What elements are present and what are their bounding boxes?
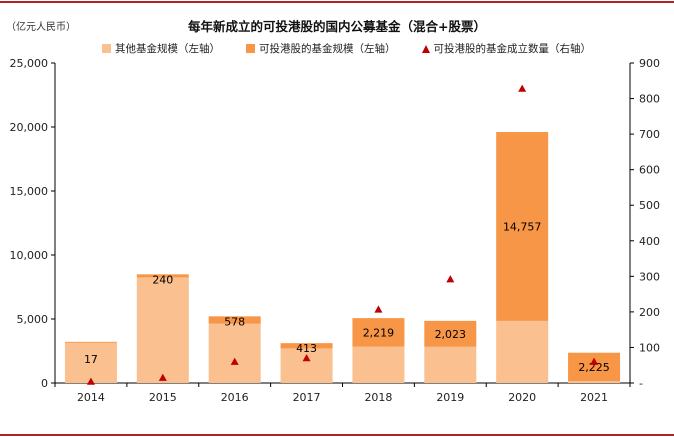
data-label-hk-funds: 240 [152,273,173,286]
bar-hk-funds [424,320,477,347]
scatter-point-fund-count [302,354,311,362]
x-tick-label: 2016 [221,391,249,404]
data-label-hk-funds: 2,219 [363,326,395,339]
legend-item-other-funds: 其他基金规模（左轴） [102,41,220,56]
data-label-hk-funds: 2,023 [435,328,467,341]
bar-hk-funds [280,343,333,349]
bar-hk-funds [208,316,261,324]
legend-label-hk-funds: 可投港股的基金规模（左轴） [259,43,396,55]
left-tick-label: 15,000 [10,185,49,198]
x-tick-label: 2017 [293,391,321,404]
x-tick-label: 2020 [508,391,536,404]
legend-triangle-icon [421,44,430,53]
scatter-point-fund-count [158,373,167,381]
scatter-point-fund-count [374,305,383,313]
bar-other-funds [352,346,405,383]
data-label-hk-funds: 17 [84,353,98,366]
right-tick-label: 800 [639,93,660,106]
legend-item-hk-funds: 可投港股的基金规模（左轴） [246,41,396,56]
chart-legend: 其他基金规模（左轴） 可投港股的基金规模（左轴） 可投港股的基金成立数量（右轴） [102,41,617,56]
data-label-hk-funds: 578 [224,315,245,328]
right-tick-label: 300 [639,270,660,283]
x-tick-label: 2018 [364,391,392,404]
legend-swatch-hk-funds [246,44,255,53]
bottom-rule [0,434,674,436]
left-tick-label: 0 [41,377,48,390]
left-axis-unit: （亿元人民币） [6,22,76,33]
bar-hk-funds [568,352,621,382]
bar-hk-funds [136,274,189,278]
right-tick-label: - [639,377,643,390]
bar-hk-funds [352,318,405,347]
right-tick-label: 900 [639,57,660,70]
x-tick-label: 2021 [580,391,608,404]
scatter-point-fund-count [518,84,527,92]
legend-label-other-funds: 其他基金规模（左轴） [115,43,220,55]
data-label-hk-funds: 14,757 [503,220,542,233]
right-tick-label: 600 [639,164,660,177]
x-tick-label: 2019 [436,391,464,404]
scatter-point-fund-count [590,357,599,365]
legend-item-fund-count: 可投港股的基金成立数量（右轴） [421,41,592,56]
top-rule [0,1,674,3]
x-tick-label: 2014 [77,391,105,404]
bar-other-funds [424,346,477,383]
right-tick-label: 400 [639,235,660,248]
left-tick-label: 25,000 [10,57,49,70]
right-tick-label: 500 [639,199,660,212]
legend-label-fund-count: 可投港股的基金成立数量（右轴） [433,43,592,55]
legend-swatch-other-funds [102,44,111,53]
left-tick-label: 10,000 [10,249,49,262]
x-tick-label: 2015 [149,391,177,404]
left-tick-label: 5,000 [17,313,49,326]
scatter-point-fund-count [230,357,239,365]
left-tick-label: 20,000 [10,121,49,134]
data-label-hk-funds: 413 [296,342,317,355]
bar-hk-funds [64,341,117,343]
right-tick-label: 200 [639,306,660,319]
bar-other-funds [136,277,189,383]
bar-other-funds [568,381,621,383]
bar-other-funds [208,323,261,383]
right-tick-label: 700 [639,128,660,141]
data-label-hk-funds: 2,225 [578,361,610,374]
scatter-point-fund-count [446,275,455,283]
bar-hk-funds [496,132,549,321]
chart-title: 每年新成立的可投港股的国内公募基金（混合+股票） [188,19,486,34]
bar-other-funds [496,320,549,383]
bar-other-funds [64,342,117,383]
scatter-point-fund-count [86,377,95,385]
right-tick-label: 100 [639,341,660,354]
